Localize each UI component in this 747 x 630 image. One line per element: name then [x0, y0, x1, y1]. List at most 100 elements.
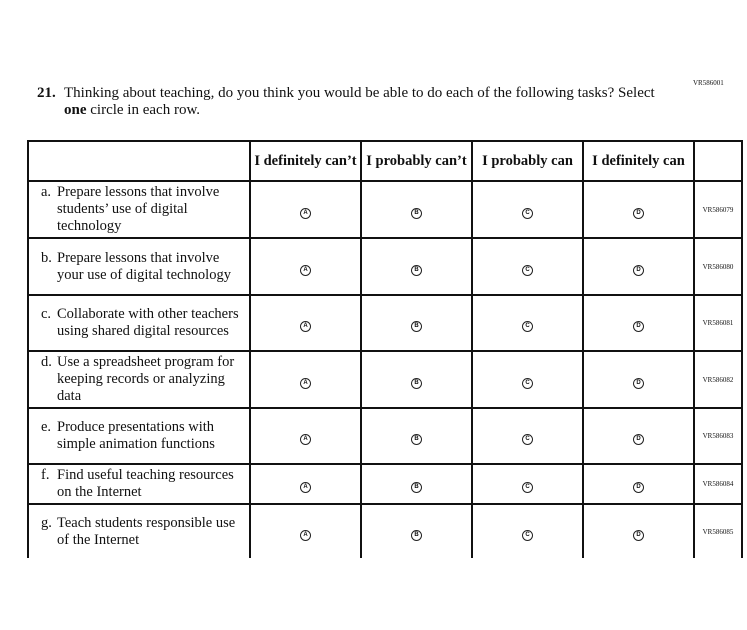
question-text-part: circle in each row. — [86, 102, 201, 118]
item-text: Collaborate with other teachers using sh… — [57, 306, 239, 339]
option-cell: D — [582, 350, 695, 409]
question-text-part: Thinking about teaching, do you think yo… — [64, 85, 655, 101]
item-text: Prepare lessons that involve your use of… — [57, 249, 231, 283]
radio-option-c[interactable]: C — [522, 377, 533, 389]
item-code: VR586079 — [693, 180, 743, 239]
item-text: Find useful teaching resources on the In… — [57, 467, 234, 500]
radio-option-b[interactable]: B — [411, 377, 422, 389]
radio-option-d[interactable]: D — [633, 377, 644, 389]
radio-option-d[interactable]: D — [633, 264, 644, 276]
option-cell: C — [471, 463, 584, 505]
option-cell: B — [360, 180, 473, 239]
header-option: I probably can’t — [360, 140, 473, 182]
radio-option-c[interactable]: C — [522, 207, 533, 219]
radio-option-c[interactable]: C — [522, 529, 533, 541]
radio-option-c[interactable]: C — [522, 321, 533, 332]
item-letter: f. — [41, 467, 50, 483]
radio-option-a[interactable]: A — [300, 482, 311, 493]
header-code — [693, 140, 743, 182]
item-letter: d. — [41, 354, 52, 370]
option-cell: A — [249, 463, 362, 505]
radio-option-a[interactable]: A — [300, 434, 311, 445]
radio-option-b[interactable]: B — [411, 207, 422, 219]
radio-option-c[interactable]: C — [522, 434, 533, 445]
header-option: I definitely can’t — [249, 140, 362, 182]
option-cell: C — [471, 294, 584, 352]
option-cell: D — [582, 180, 695, 239]
item-code: VR586080 — [693, 237, 743, 296]
item-letter: e. — [41, 419, 52, 435]
radio-option-a[interactable]: A — [300, 529, 311, 541]
radio-option-d[interactable]: D — [633, 434, 644, 445]
option-cell: B — [360, 503, 473, 558]
option-cell: D — [582, 503, 695, 558]
item-letter: b. — [41, 249, 52, 266]
item-code: VR586082 — [693, 350, 743, 409]
radio-option-a[interactable]: A — [300, 264, 311, 276]
question-number: 21. — [37, 85, 56, 101]
option-cell: D — [582, 237, 695, 296]
header-option: I definitely can — [582, 140, 695, 182]
item-text: Use a spreadsheet program for keeping re… — [57, 354, 235, 404]
header-option: I probably can — [471, 140, 584, 182]
option-cell: A — [249, 350, 362, 409]
option-cell: A — [249, 180, 362, 239]
option-cell: B — [360, 407, 473, 465]
radio-option-b[interactable]: B — [411, 482, 422, 493]
option-cell: D — [582, 407, 695, 465]
option-cell: B — [360, 350, 473, 409]
option-cell: C — [471, 407, 584, 465]
radio-option-d[interactable]: D — [633, 207, 644, 219]
option-cell: C — [471, 503, 584, 558]
option-cell: A — [249, 407, 362, 465]
option-cell: D — [582, 294, 695, 352]
radio-option-d[interactable]: D — [633, 529, 644, 541]
response-table: I definitely can’t I probably can’t I pr… — [27, 140, 743, 558]
radio-option-d[interactable]: D — [633, 321, 644, 332]
item-letter: c. — [41, 306, 52, 322]
radio-option-d[interactable]: D — [633, 482, 644, 493]
item-text: Prepare lessons that involve students’ u… — [57, 184, 220, 234]
option-cell: C — [471, 350, 584, 409]
table-row: b. Prepare lessons that involve your use … — [27, 237, 743, 296]
item-letter: a. — [41, 184, 52, 200]
table-row: e. Produce presentations with simple anim… — [27, 407, 743, 465]
option-cell: B — [360, 294, 473, 352]
item-label: b. Prepare lessons that involve your use … — [27, 237, 251, 296]
table-row: a. Prepare lessons that involve students’… — [27, 180, 743, 239]
option-cell: A — [249, 237, 362, 296]
option-cell: C — [471, 237, 584, 296]
option-cell: D — [582, 463, 695, 505]
item-label: g. Teach students responsible use of the … — [27, 503, 251, 558]
option-cell: A — [249, 294, 362, 352]
radio-option-b[interactable]: B — [411, 264, 422, 276]
item-code: VR586085 — [693, 503, 743, 558]
item-letter: g. — [41, 514, 52, 531]
option-cell: A — [249, 503, 362, 558]
radio-option-b[interactable]: B — [411, 434, 422, 445]
question-text: Thinking about teaching, do you think yo… — [64, 85, 664, 119]
item-code: VR586084 — [693, 463, 743, 505]
radio-option-a[interactable]: A — [300, 207, 311, 219]
item-label: c. Collaborate with other teachers using … — [27, 294, 251, 352]
item-text: Teach students responsible use of the In… — [57, 514, 236, 548]
radio-option-b[interactable]: B — [411, 529, 422, 541]
item-code: VR586081 — [693, 294, 743, 352]
option-cell: B — [360, 463, 473, 505]
item-code: VR586083 — [693, 407, 743, 465]
item-text: Produce presentations with simple animat… — [57, 419, 215, 452]
table-row: g. Teach students responsible use of the … — [27, 503, 743, 558]
item-label: e. Produce presentations with simple anim… — [27, 407, 251, 465]
option-cell: C — [471, 180, 584, 239]
radio-option-a[interactable]: A — [300, 321, 311, 332]
radio-option-b[interactable]: B — [411, 321, 422, 332]
radio-option-a[interactable]: A — [300, 377, 311, 389]
table-row: f. Find useful teaching resources on the … — [27, 463, 743, 505]
item-label: f. Find useful teaching resources on the … — [27, 463, 251, 505]
option-cell: B — [360, 237, 473, 296]
item-label: a. Prepare lessons that involve students’… — [27, 180, 251, 239]
item-label: d. Use a spreadsheet program for keeping … — [27, 350, 251, 409]
radio-option-c[interactable]: C — [522, 264, 533, 276]
radio-option-c[interactable]: C — [522, 482, 533, 493]
question-text-emphasis: one — [64, 102, 87, 118]
